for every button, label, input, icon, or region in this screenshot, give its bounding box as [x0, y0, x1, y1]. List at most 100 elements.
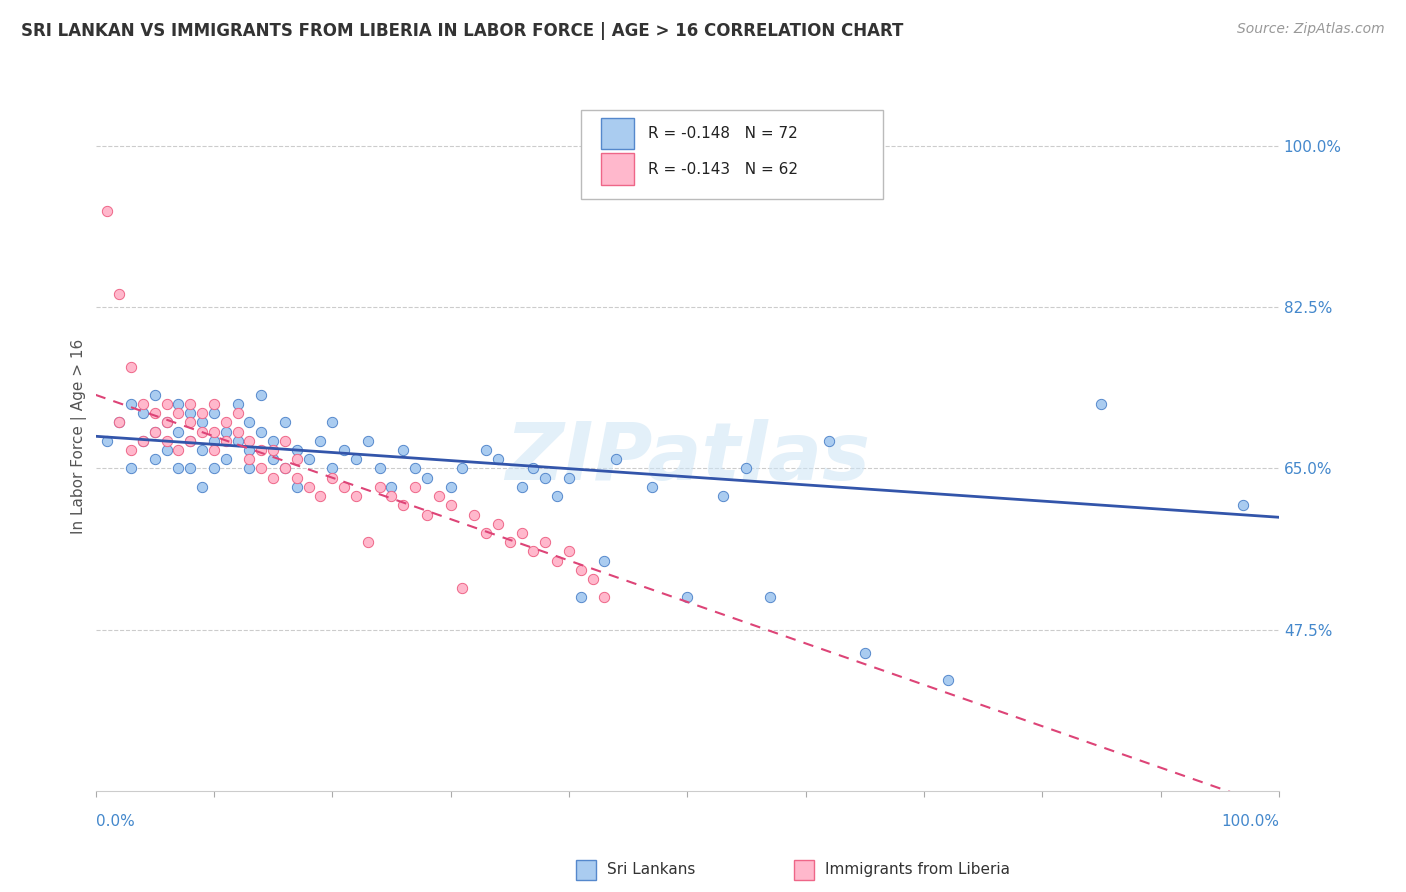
Point: [344, 489, 367, 503]
Point: [475, 525, 498, 540]
Point: [191, 480, 214, 494]
Bar: [600, 118, 634, 149]
Point: [546, 489, 568, 503]
Bar: [600, 153, 634, 185]
Point: [179, 397, 201, 411]
Point: [226, 434, 249, 448]
Point: [309, 489, 332, 503]
Point: [510, 480, 533, 494]
Point: [522, 461, 544, 475]
Point: [274, 434, 297, 448]
Point: [451, 461, 474, 475]
Point: [108, 416, 131, 430]
Point: [167, 443, 190, 458]
Point: [238, 443, 260, 458]
Point: [179, 416, 201, 430]
Point: [853, 646, 876, 660]
Point: [120, 360, 142, 375]
Point: [274, 461, 297, 475]
Point: [427, 489, 450, 503]
Point: [416, 508, 439, 522]
Point: [569, 563, 592, 577]
Point: [735, 461, 758, 475]
Point: [676, 591, 699, 605]
Point: [262, 434, 284, 448]
Point: [167, 406, 190, 420]
Point: [380, 480, 402, 494]
Point: [155, 416, 177, 430]
Point: [202, 434, 225, 448]
Point: [546, 553, 568, 567]
Point: [202, 406, 225, 420]
Point: [143, 452, 166, 467]
Point: [179, 461, 201, 475]
Point: [167, 461, 190, 475]
Point: [202, 461, 225, 475]
Point: [132, 406, 155, 420]
Point: [321, 471, 343, 485]
Point: [202, 425, 225, 439]
Point: [309, 434, 332, 448]
Point: [581, 572, 603, 586]
Point: [534, 535, 557, 549]
Point: [285, 471, 308, 485]
Point: [285, 452, 308, 467]
Point: [357, 535, 380, 549]
Point: [155, 443, 177, 458]
Point: [486, 452, 509, 467]
Point: [344, 452, 367, 467]
Point: [274, 416, 297, 430]
Point: [215, 452, 238, 467]
Point: [274, 461, 297, 475]
Point: [333, 443, 356, 458]
Point: [936, 673, 959, 688]
Point: [262, 471, 284, 485]
Point: [321, 416, 343, 430]
Point: [534, 471, 557, 485]
Point: [1090, 397, 1112, 411]
FancyBboxPatch shape: [581, 111, 883, 199]
Point: [191, 406, 214, 420]
Point: [262, 443, 284, 458]
Point: [439, 480, 461, 494]
Point: [416, 471, 439, 485]
Point: [392, 498, 415, 512]
Y-axis label: In Labor Force | Age > 16: In Labor Force | Age > 16: [72, 339, 87, 534]
Point: [475, 443, 498, 458]
Point: [558, 471, 581, 485]
Point: [558, 544, 581, 558]
Point: [191, 425, 214, 439]
Point: [297, 452, 319, 467]
Point: [143, 406, 166, 420]
Point: [818, 434, 841, 448]
Point: [463, 508, 485, 522]
Point: [120, 443, 142, 458]
Point: [96, 203, 118, 218]
Point: [132, 397, 155, 411]
Point: [250, 443, 273, 458]
Point: [297, 480, 319, 494]
Point: [132, 434, 155, 448]
Point: [333, 480, 356, 494]
Point: [593, 553, 616, 567]
Point: [167, 397, 190, 411]
Point: [250, 388, 273, 402]
Point: [143, 425, 166, 439]
Point: [285, 480, 308, 494]
Point: [250, 425, 273, 439]
Point: [451, 581, 474, 595]
Text: R = -0.143   N = 62: R = -0.143 N = 62: [648, 161, 799, 177]
Text: 100.0%: 100.0%: [1220, 814, 1279, 829]
Point: [238, 434, 260, 448]
Point: [132, 434, 155, 448]
Point: [522, 544, 544, 558]
Point: [392, 443, 415, 458]
Text: Source: ZipAtlas.com: Source: ZipAtlas.com: [1237, 22, 1385, 37]
Point: [250, 461, 273, 475]
Point: [593, 591, 616, 605]
Point: [191, 443, 214, 458]
Point: [179, 434, 201, 448]
Text: ZIPatlas: ZIPatlas: [505, 418, 870, 497]
Point: [759, 591, 782, 605]
Point: [238, 461, 260, 475]
